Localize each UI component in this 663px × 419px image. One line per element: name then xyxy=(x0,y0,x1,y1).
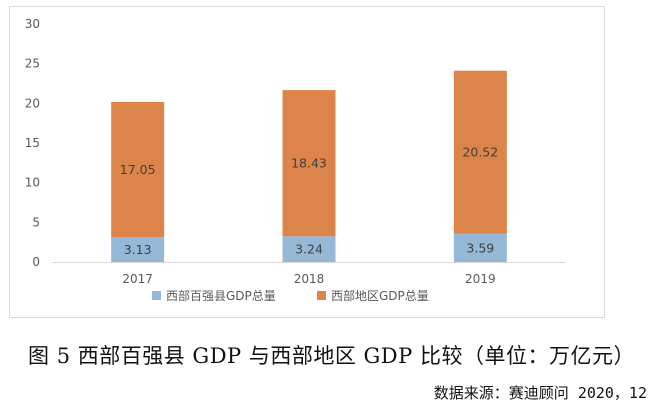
y-tick-label: 20 xyxy=(25,96,40,110)
bar-segment-region xyxy=(453,70,507,234)
y-tick-label: 15 xyxy=(25,136,40,150)
y-tick-label: 5 xyxy=(32,215,40,229)
data-source-note: 数据来源：赛迪顾问 2020，12 xyxy=(433,384,647,402)
legend-label: 西部百强县GDP总量 xyxy=(166,288,276,303)
bar-segment-region xyxy=(111,101,165,238)
y-tick-label: 10 xyxy=(25,176,40,190)
bar-segment-county xyxy=(453,233,507,262)
legend-label: 西部地区GDP总量 xyxy=(331,288,429,303)
data-label: 17.05 xyxy=(120,162,156,177)
legend-swatch xyxy=(152,291,161,300)
legend-swatch xyxy=(317,291,326,300)
data-label: 3.59 xyxy=(466,240,494,255)
data-label: 3.24 xyxy=(295,242,323,257)
x-tick-label: 2018 xyxy=(294,272,325,286)
y-tick-label: 30 xyxy=(25,17,40,31)
data-label: 20.52 xyxy=(462,145,498,160)
data-label: 18.43 xyxy=(291,156,327,171)
x-tick-label: 2019 xyxy=(465,272,496,286)
figure-caption: 图 5 西部百强县 GDP 与西部地区 GDP 比较（单位：万亿元） xyxy=(28,344,635,368)
bar-segment-county xyxy=(282,236,336,262)
y-tick-label: 25 xyxy=(25,57,40,71)
bar-segment-region xyxy=(282,90,336,237)
stacked-bar-chart: 0 5 10 15 20 25 30 3.13 17.05 2017 3.24 18.43 2018 3.… xyxy=(25,17,566,303)
x-tick-label: 2017 xyxy=(122,272,153,286)
bar-segment-county xyxy=(111,237,165,262)
y-tick-label: 0 xyxy=(32,255,40,269)
data-label: 3.13 xyxy=(124,242,152,257)
